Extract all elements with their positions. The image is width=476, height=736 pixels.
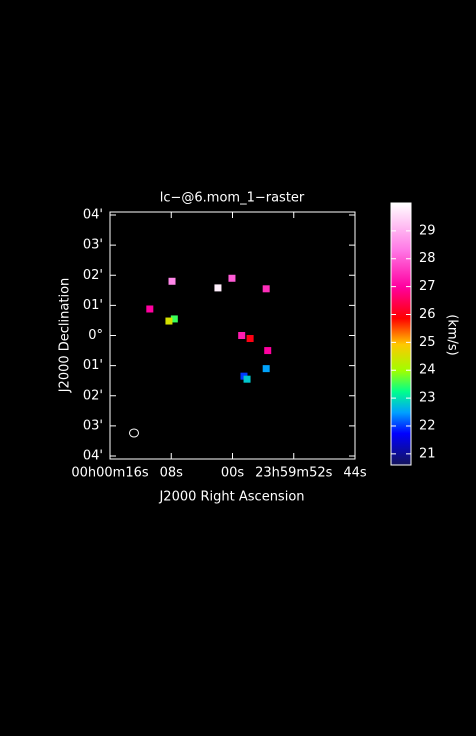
x-tick-label: 00h00m16s: [71, 466, 149, 481]
y-axis-label: J2000 Declination: [58, 278, 73, 394]
colorbar-tick-label: 25: [419, 335, 436, 350]
y-tick-label: 04': [83, 208, 103, 223]
x-tick-label: 44s: [343, 466, 367, 481]
pixel: [246, 335, 254, 343]
x-axis-label: J2000 Right Ascension: [158, 490, 304, 505]
y-tick-label: 03': [83, 238, 103, 253]
colorbar-tick-label: 27: [419, 279, 436, 294]
y-tick-label: 0°: [88, 328, 103, 343]
pixel: [214, 284, 222, 292]
pixel: [264, 347, 272, 355]
colorbar-tick-label: 22: [419, 418, 436, 433]
x-tick-label: 23h59m52s: [255, 466, 333, 481]
pixel: [168, 277, 176, 285]
colorbar-tick-label: 26: [419, 307, 436, 322]
pixel: [228, 274, 236, 282]
colorbar: [390, 202, 412, 466]
pixel: [170, 315, 178, 323]
y-tick-label: 02': [83, 388, 103, 403]
pixel: [262, 365, 270, 373]
x-tick-label: 00s: [221, 466, 245, 481]
y-tick-label: 02': [83, 268, 103, 283]
colorbar-tick-label: 21: [419, 446, 436, 461]
y-tick-label: 04': [83, 449, 103, 464]
colorbar-tick-label: 23: [419, 391, 436, 406]
pixel: [262, 285, 270, 293]
pixel: [238, 332, 246, 339]
beam: [129, 428, 139, 438]
pixel: [243, 375, 251, 383]
colorbar-label: (km/s): [445, 314, 460, 356]
y-tick-label: 01': [83, 358, 103, 373]
colorbar-tick-label: 24: [419, 363, 436, 378]
pixel: [146, 305, 154, 313]
chart-title: lc−@6.mom_1−raster: [160, 191, 305, 206]
x-tick-label: 08s: [160, 466, 184, 481]
colorbar-tick-label: 28: [419, 251, 436, 266]
y-tick-label: 03': [83, 418, 103, 433]
y-tick-label: 01': [83, 298, 103, 313]
colorbar-tick-label: 29: [419, 223, 436, 238]
pixel: [165, 317, 173, 325]
